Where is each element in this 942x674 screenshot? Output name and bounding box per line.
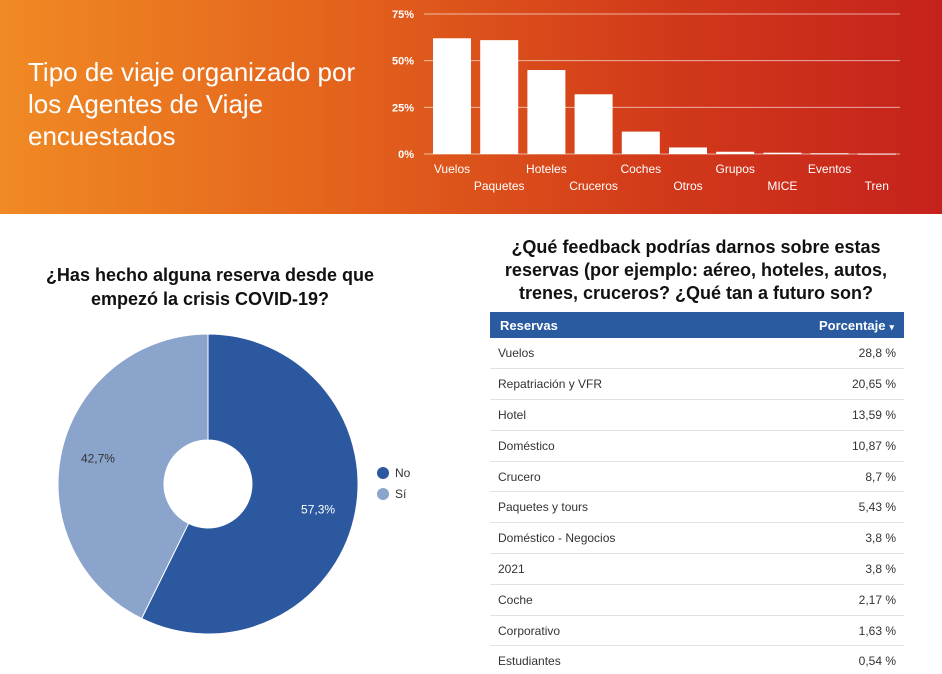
- y-tick-label: 0%: [398, 149, 414, 161]
- table-body: Vuelos 28,8 % Repatriación y VFR 20,65 % Hot…: [490, 338, 904, 674]
- x-tick-label: Grupos: [716, 162, 755, 176]
- bar-chart-title: Tipo de viaje organizado por los Agentes…: [28, 57, 356, 151]
- bar-mice: [763, 152, 802, 154]
- x-tick-label: Coches: [620, 162, 661, 176]
- bar-hoteles: [527, 70, 566, 154]
- col-header-porcentaje-label: Porcentaje: [818, 317, 886, 333]
- col-header-reservas[interactable]: Reservas: [490, 312, 732, 338]
- bar-coches: [621, 131, 660, 154]
- cell-porcentaje: 0,54 %: [731, 645, 904, 674]
- slice-si: [57, 333, 209, 620]
- slice-value-label: 42,7%: [81, 451, 115, 465]
- x-tick-label: MICE: [767, 179, 797, 193]
- cell-reserva: Doméstico - Negocios: [490, 522, 732, 555]
- x-tick-label: Cruceros: [569, 179, 618, 193]
- table-row: Doméstico - Negocios 3,8 %: [490, 522, 904, 555]
- table-title: ¿Qué feedback podrías darnos sobre estas…: [504, 237, 888, 303]
- x-tick-label: Vuelos: [434, 162, 470, 176]
- table-row: Paquetes y tours 5,43 %: [490, 491, 904, 524]
- table-row: Vuelos 28,8 %: [490, 338, 904, 370]
- pie-chart-title: ¿Has hecho alguna reserva desde que empe…: [45, 265, 375, 309]
- table-row: Crucero 8,7 %: [490, 461, 904, 493]
- bar-vuelos: [433, 38, 471, 155]
- cell-reserva: Vuelos: [490, 338, 732, 370]
- x-tick-label: Hoteles: [526, 162, 567, 176]
- slice-value-label: 57,3%: [301, 503, 335, 517]
- bar-tren: [857, 153, 896, 155]
- reservas-table: Reservas Porcentaje ▾ Vuelos 28,8 % Repatri…: [490, 312, 904, 674]
- sort-descending-icon[interactable]: ▾: [889, 321, 894, 332]
- bar-paquetes: [480, 40, 519, 155]
- table-row: Corporativo 1,63 %: [490, 615, 904, 647]
- cell-reserva: Doméstico: [490, 430, 732, 462]
- table-row: Repatriación y VFR 20,65 %: [490, 368, 904, 401]
- bar-grupos: [716, 151, 755, 154]
- banner: Tipo de viaje organizado por los Agentes…: [0, 0, 942, 214]
- col-header-porcentaje[interactable]: Porcentaje ▾: [731, 312, 904, 338]
- table-row: Hotel 13,59 %: [490, 399, 904, 431]
- cell-reserva: Hotel: [490, 399, 732, 431]
- cell-reserva: 2021: [490, 553, 732, 585]
- y-tick-label: 50%: [392, 56, 414, 68]
- cell-porcentaje: 8,7 %: [731, 461, 904, 493]
- cell-porcentaje: 1,63 %: [731, 615, 904, 647]
- cell-reserva: Repatriación y VFR: [490, 368, 732, 401]
- table-row: Doméstico 10,87 %: [490, 430, 904, 462]
- x-tick-label: Tren: [865, 179, 889, 193]
- table-row: Estudiantes 0,54 %: [490, 645, 904, 674]
- x-tick-label: Otros: [673, 179, 702, 193]
- cell-reserva: Corporativo: [490, 615, 732, 647]
- bar-otros: [669, 147, 707, 154]
- cell-porcentaje: 28,8 %: [731, 338, 904, 370]
- cell-porcentaje: 3,8 %: [731, 553, 904, 585]
- y-tick-label: 25%: [392, 102, 414, 114]
- bar-cruceros: [574, 94, 613, 154]
- table-row: 2021 3,8 %: [490, 553, 904, 585]
- bar-chart: 0% 25% 50% 75% Vuelos PaquetesHotelesCruceros…: [392, 9, 900, 193]
- cell-porcentaje: 3,8 %: [731, 522, 904, 555]
- donut-chart: 57,3% 42,7% No Sí: [57, 333, 411, 635]
- cell-porcentaje: 2,17 %: [731, 584, 904, 616]
- legend-label: No: [395, 466, 411, 480]
- cell-reserva: Estudiantes: [490, 645, 732, 674]
- cell-reserva: Paquetes y tours: [490, 491, 732, 524]
- cell-porcentaje: 13,59 %: [731, 399, 904, 431]
- cell-reserva: Crucero: [490, 461, 732, 493]
- cell-porcentaje: 20,65 %: [731, 368, 904, 401]
- cell-reserva: Coche: [490, 584, 732, 616]
- cell-porcentaje: 5,43 %: [731, 491, 904, 524]
- table-row: Coche 2,17 %: [490, 584, 904, 616]
- slice-no: [140, 333, 359, 635]
- legend-label: Sí: [395, 487, 407, 501]
- legend-swatch-si: [377, 488, 389, 500]
- bar-eventos: [810, 153, 849, 155]
- y-tick-label: 75%: [392, 9, 414, 21]
- table-header-row: Reservas Porcentaje ▾: [490, 312, 904, 338]
- x-tick-label: Eventos: [808, 162, 851, 176]
- x-tick-label: Paquetes: [474, 179, 525, 193]
- cell-porcentaje: 10,87 %: [731, 430, 904, 462]
- legend-swatch-no: [377, 467, 389, 479]
